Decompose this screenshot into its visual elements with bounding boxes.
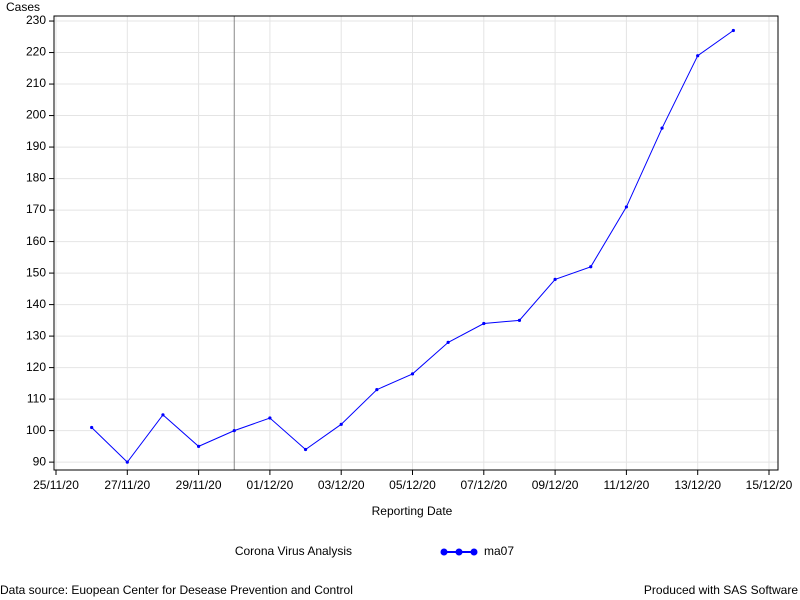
y-tick-label: 110 [27,391,46,405]
x-tick-label: 07/12/20 [460,478,507,492]
x-tick-label: 03/12/20 [318,478,365,492]
x-tick-label: 13/12/20 [674,478,721,492]
point [161,413,165,417]
y-tick-label: 230 [26,13,46,27]
y-tick-label: 160 [26,234,46,248]
y-tick-label: 210 [26,76,46,90]
point [268,416,272,420]
y-axis-label: Cases [6,0,40,14]
y-tick-label: 150 [26,265,46,279]
point [731,28,735,33]
footnote: Produced with SAS Software [644,583,798,597]
point [446,340,450,345]
legend-marker [455,548,463,556]
y-tick-label: 190 [26,139,46,153]
x-tick-label: 27/11/20 [104,478,150,492]
point [232,429,236,433]
point [339,422,343,426]
y-tick-label: 200 [26,108,46,122]
y-tick-label: 100 [26,423,46,437]
footnote: Data source: Euopean Center for Desease … [0,583,353,597]
y-tick-label: 90 [33,454,47,468]
point [517,318,522,322]
x-tick-label: 01/12/20 [247,478,294,492]
point [375,388,379,392]
y-tick-label: 130 [26,328,46,342]
x-tick-label: 11/12/20 [603,478,649,492]
legend-marker [440,548,448,556]
point [125,460,129,464]
point [90,425,94,430]
y-tick-label: 120 [26,360,46,374]
point [410,372,415,376]
point [303,447,308,452]
x-axis-label: Reporting Date [371,504,453,518]
x-tick-label: 05/12/20 [389,478,436,492]
plot-frame [53,15,779,471]
point [624,205,629,209]
point [696,54,700,58]
y-tick-label: 170 [26,202,46,216]
legend-title: Corona Virus Analysis [235,544,352,558]
x-tick-label: 29/11/20 [176,478,222,492]
legend-label: ma07 [484,544,514,558]
legend-marker [470,548,478,556]
point [553,277,557,281]
x-tick-label: 09/12/20 [532,478,579,492]
x-tick-label: 25/11/20 [33,478,79,492]
y-tick-label: 140 [26,297,46,311]
y-tick-label: 220 [26,45,46,59]
point [482,321,486,326]
x-tick-label: 15/12/20 [746,478,793,492]
y-tick-label: 180 [26,171,46,185]
point [197,444,201,448]
point [660,126,664,130]
point [589,265,593,269]
